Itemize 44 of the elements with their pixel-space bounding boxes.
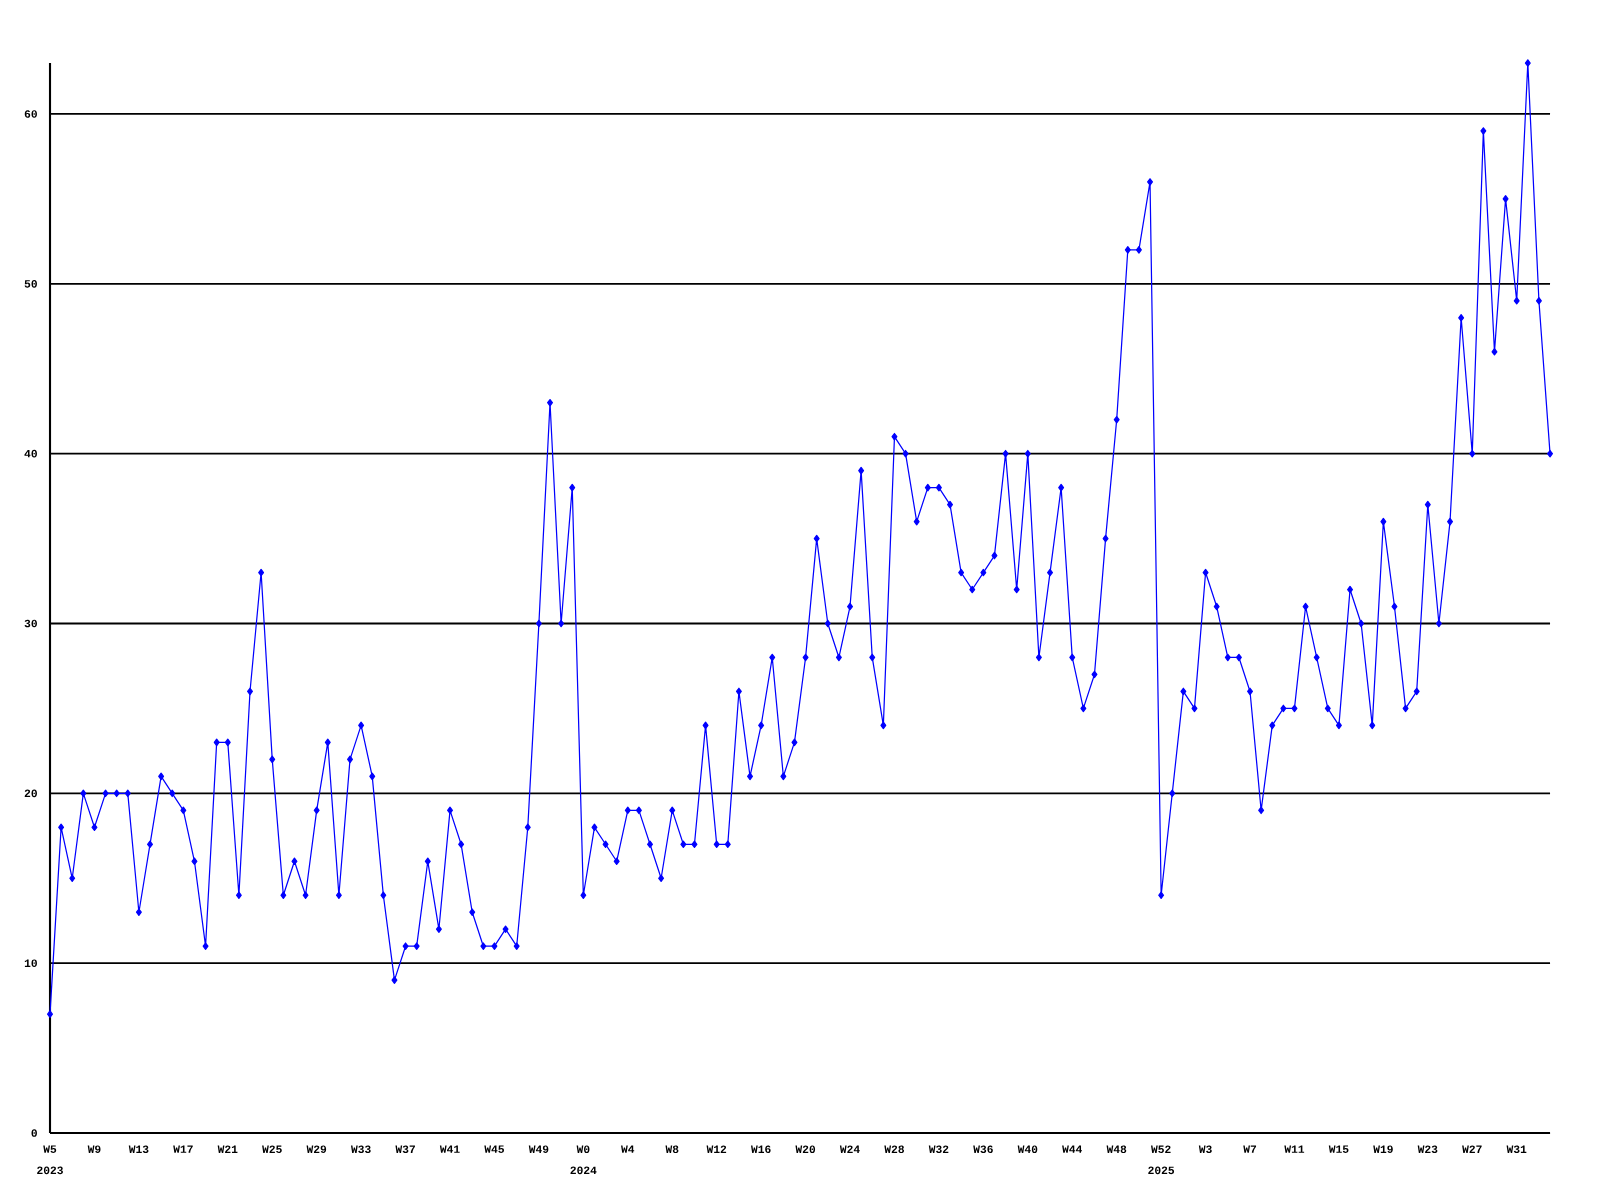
x-tick-label: W17: [173, 1145, 193, 1153]
y-tick-label: 40: [24, 449, 37, 458]
x-tick-label: W33: [351, 1145, 371, 1154]
y-tick-label: 50: [24, 280, 37, 288]
x-tick-label: W20: [795, 1145, 816, 1154]
x-tick-label: W13: [128, 1145, 149, 1154]
x-tick-label: W21: [217, 1145, 238, 1153]
x-tick-label: W11: [1284, 1145, 1305, 1153]
x-tick-label: W36: [973, 1145, 993, 1154]
x-tick-label: W4: [621, 1145, 635, 1153]
x-tick-label: W27: [1462, 1145, 1482, 1153]
y-tick-label: 30: [24, 619, 37, 628]
x-tick-label: W3: [1198, 1145, 1212, 1154]
x-tick-label: W32: [928, 1145, 949, 1154]
x-tick-label: W19: [1373, 1145, 1393, 1154]
y-tick-label: 60: [24, 110, 37, 118]
x-tick-label: W12: [706, 1145, 727, 1153]
x-tick-label: W5: [43, 1145, 57, 1153]
text: 2025: [1148, 1166, 1175, 1175]
y-tick-label: 10: [24, 959, 37, 967]
y-tick-label: 20: [24, 789, 37, 798]
x-tick-label: W28: [884, 1145, 905, 1154]
text: 2023: [37, 1166, 63, 1175]
x-tick-label: W24: [839, 1145, 860, 1153]
x-tick-label: W9: [87, 1145, 101, 1154]
x-tick-label: W8: [665, 1145, 679, 1154]
x-tick-label: W23: [1417, 1145, 1438, 1154]
x-tick-label: W7: [1243, 1145, 1257, 1153]
x-tick-label: W40: [1017, 1145, 1038, 1154]
x-tick-label: W15: [1328, 1145, 1349, 1153]
x-tick-label: W49: [528, 1145, 549, 1154]
x-tick-label: W48: [1106, 1145, 1127, 1154]
x-tick-label: W37: [395, 1145, 415, 1154]
x-tick-label: W45: [484, 1145, 504, 1153]
y-tick-label: 0: [31, 1129, 37, 1137]
x-tick-label: W25: [262, 1145, 282, 1154]
x-tick-label: W41: [439, 1145, 460, 1153]
x-tick-label: W31: [1506, 1145, 1527, 1154]
x-tick-label: W16: [751, 1145, 771, 1154]
x-tick-label: W44: [1062, 1145, 1083, 1153]
x-tick-label: W0: [576, 1145, 590, 1154]
x-tick-label: W29: [306, 1145, 327, 1154]
text: 2024: [570, 1166, 597, 1175]
x-tick-label: W52: [1151, 1145, 1171, 1154]
